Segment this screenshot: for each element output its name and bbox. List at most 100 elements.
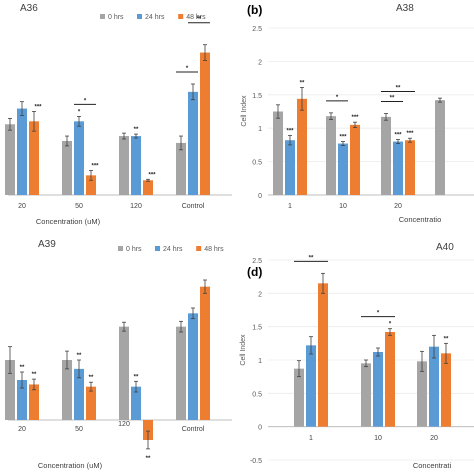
- category-label: 10: [374, 435, 382, 442]
- legend-entry: 24 hrs: [145, 14, 165, 21]
- significance-marker: ***: [351, 115, 359, 121]
- y-tick-label: 1.5: [252, 325, 262, 332]
- bar: [294, 368, 304, 427]
- bar: [5, 360, 15, 420]
- y-axis-label: Cell Index: [241, 95, 248, 127]
- bar: [273, 111, 283, 195]
- category-label: 20: [18, 203, 26, 210]
- y-axis-label: Cell Index: [240, 334, 247, 366]
- bar: [417, 361, 427, 427]
- category-label: Control: [182, 203, 205, 210]
- bar: [361, 363, 371, 427]
- y-tick-label: 2.5: [252, 26, 262, 33]
- y-tick-label: 0.5: [252, 160, 262, 167]
- y-tick-label: 1: [258, 358, 262, 365]
- category-label: 20: [18, 426, 26, 433]
- bar: [5, 124, 15, 195]
- bar: [297, 98, 307, 195]
- significance-marker: **: [134, 127, 139, 133]
- bar: [62, 360, 72, 420]
- y-tick-label: 1: [258, 126, 262, 133]
- significance-marker: ***: [286, 129, 294, 135]
- y-tick-label: 2: [258, 59, 262, 66]
- y-tick-label: 2: [258, 291, 262, 298]
- bar: [373, 352, 383, 427]
- significance-marker: ***: [34, 105, 42, 111]
- y-tick-label: 0.5: [252, 391, 262, 398]
- legend-entry: 48 hrs: [204, 246, 224, 253]
- bar: [188, 91, 198, 195]
- legend-swatch: [137, 14, 142, 19]
- significance-marker: *: [389, 322, 392, 328]
- bar: [119, 136, 129, 195]
- chart-title: A36: [20, 3, 38, 14]
- category-label: 10: [339, 203, 347, 210]
- bar: [326, 116, 336, 195]
- significance-marker: ***: [394, 133, 402, 139]
- bar: [381, 116, 391, 195]
- bar: [143, 180, 153, 195]
- bar: [86, 175, 96, 195]
- bar: [385, 332, 395, 427]
- bar: [435, 100, 445, 195]
- significance-marker: **: [32, 372, 37, 378]
- significance-marker: **: [134, 374, 139, 380]
- bar: [17, 380, 27, 420]
- legend-swatch: [100, 14, 105, 19]
- bracket-label: *: [84, 98, 87, 104]
- bar: [74, 121, 84, 195]
- bracket-label: *: [336, 95, 339, 101]
- bar: [338, 143, 348, 195]
- bar: [143, 420, 153, 440]
- category-label: 50: [75, 426, 83, 433]
- panel-label: (b): [247, 3, 262, 17]
- bar: [176, 142, 186, 195]
- bar: [29, 384, 39, 420]
- legend-entry: 0 hrs: [108, 14, 124, 21]
- bar: [200, 286, 210, 420]
- chart-A39: A39 0 hrs 24 hrs 48 hrs 20 50 120 Control ** ** **…: [5, 239, 232, 470]
- bar: [405, 140, 415, 195]
- bar: [131, 136, 141, 195]
- x-axis-label: Concentration (uM): [38, 461, 103, 470]
- bar: [131, 386, 141, 420]
- significance-marker: **: [146, 456, 151, 462]
- significance-marker: ***: [339, 135, 347, 141]
- bar: [188, 313, 198, 420]
- significance-marker: ***: [406, 131, 414, 137]
- legend-swatch: [155, 246, 160, 251]
- bar: [62, 140, 72, 195]
- significance-marker: ***: [148, 172, 156, 178]
- legend-entry: 48 hrs: [186, 14, 206, 21]
- category-label: 120: [118, 421, 130, 428]
- y-tick-label: 1.5: [252, 93, 262, 100]
- panel-label: (d): [247, 265, 262, 279]
- significance-marker: **: [77, 353, 82, 359]
- legend-swatch: [118, 246, 123, 251]
- bracket-label: *: [186, 66, 189, 72]
- y-tick-label: 2.5: [252, 258, 262, 265]
- significance-marker: **: [300, 80, 305, 86]
- bracket-label: **: [396, 86, 401, 92]
- significance-marker: **: [20, 365, 25, 371]
- bar: [119, 326, 129, 420]
- bar: [429, 346, 439, 427]
- bar: [285, 140, 295, 195]
- legend-entry: 24 hrs: [163, 246, 183, 253]
- bar: [350, 124, 360, 195]
- category-label: 120: [130, 203, 142, 210]
- category-label: 1: [309, 435, 313, 442]
- chart-title: A39: [38, 239, 56, 250]
- bar: [17, 108, 27, 195]
- bar: [74, 368, 84, 420]
- legend-swatch: [178, 14, 184, 19]
- y-tick-label: -0.5: [250, 458, 262, 465]
- significance-marker: **: [89, 375, 94, 381]
- significance-marker: **: [444, 336, 449, 342]
- x-axis-label: Concentration (uM): [36, 217, 101, 226]
- category-label: 20: [430, 435, 438, 442]
- x-axis-label: Concentrati: [413, 461, 452, 470]
- bracket-label: *: [377, 311, 380, 317]
